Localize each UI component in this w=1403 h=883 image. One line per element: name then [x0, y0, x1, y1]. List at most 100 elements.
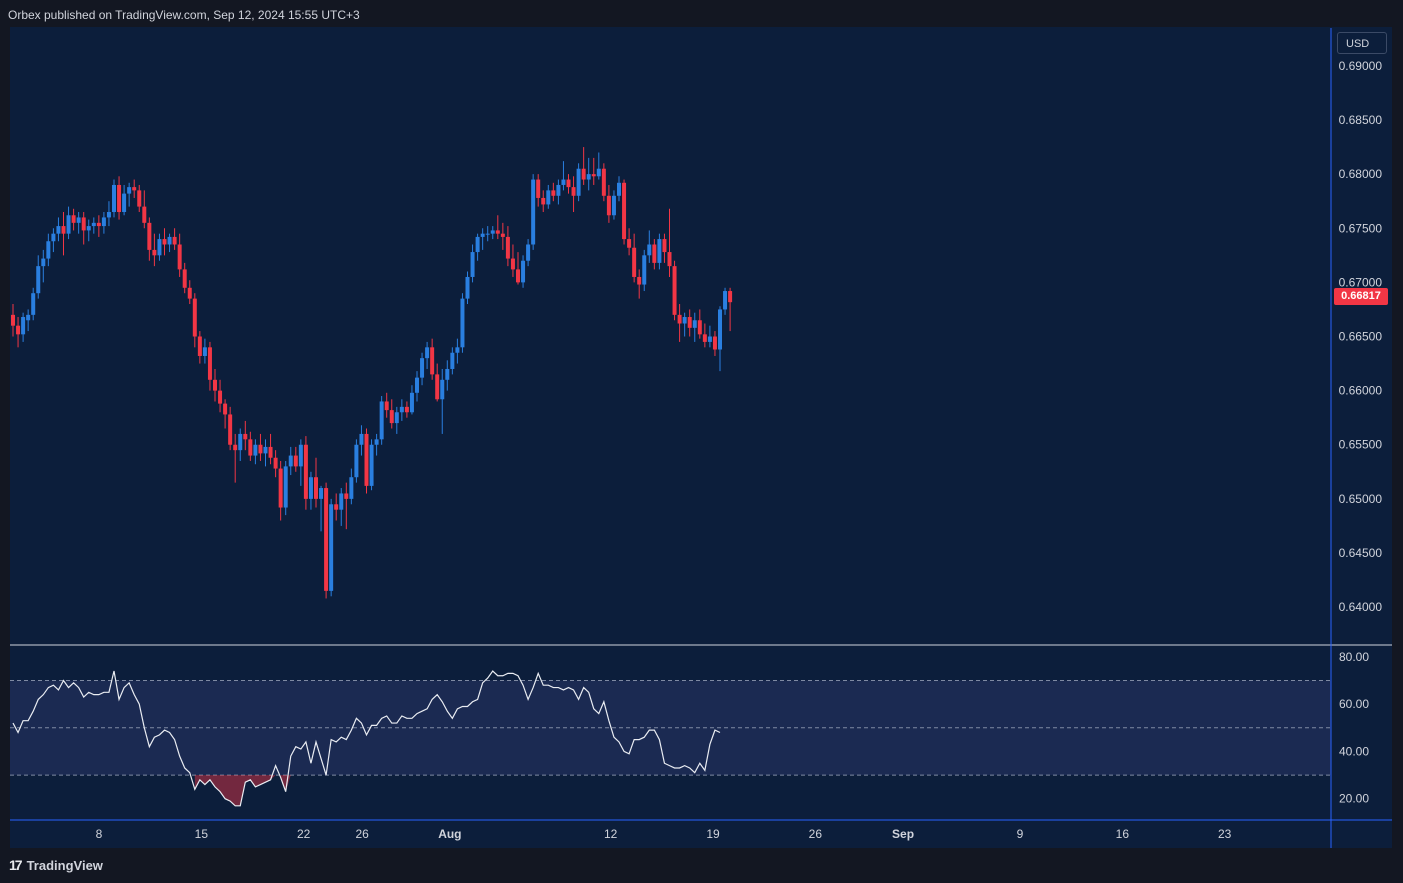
candle-body: [308, 477, 313, 499]
rsi-axis-label: 20.00: [1339, 792, 1369, 806]
candle-body: [470, 252, 475, 277]
candle-body: [667, 252, 672, 267]
candle-body: [71, 215, 76, 223]
candle-body: [712, 336, 717, 350]
time-axis-label: Sep: [892, 827, 914, 841]
candle-body: [606, 195, 611, 216]
candle-body: [243, 433, 248, 440]
candle-body: [526, 244, 531, 261]
candle-body: [172, 236, 177, 245]
candle-body: [16, 325, 21, 335]
candle-body: [303, 444, 308, 499]
candle-body: [314, 477, 318, 499]
candle-body: [536, 179, 541, 198]
candle-body: [298, 444, 303, 467]
candle-body: [591, 174, 596, 177]
candle-body: [450, 352, 455, 369]
candle-body: [435, 374, 440, 400]
candle-body: [611, 195, 616, 216]
time-axis-label: 26: [809, 827, 823, 841]
time-axis-label: 19: [706, 827, 720, 841]
rsi-oversold-fill: [194, 775, 291, 806]
candle-body: [278, 468, 283, 508]
candle-body: [46, 241, 51, 259]
candle-body: [349, 477, 354, 499]
candle-body: [465, 276, 470, 299]
price-axis-label: 0.65000: [1339, 492, 1383, 506]
candle-body: [192, 298, 197, 337]
candle-body: [546, 190, 551, 205]
price-axis-label: 0.69000: [1339, 59, 1383, 73]
rsi-pane: [10, 670, 1331, 807]
candle-body: [682, 317, 687, 324]
candle-body: [319, 488, 324, 499]
candle-body: [586, 174, 591, 180]
candle-body: [26, 314, 31, 321]
candle-body: [394, 412, 399, 424]
price-axis-label: 0.67500: [1339, 221, 1383, 235]
candle-body: [723, 291, 728, 310]
candle-body: [647, 244, 652, 256]
candle-body: [460, 298, 465, 348]
candle-body: [218, 390, 223, 404]
tradingview-brand-text: TradingView: [26, 857, 103, 873]
candle-body: [399, 406, 404, 413]
candle-body: [718, 309, 722, 350]
price-pane: [11, 147, 733, 599]
candle-body: [425, 347, 430, 359]
price-axis-label: 0.68500: [1339, 113, 1383, 127]
candle-body: [61, 226, 66, 234]
candle-body: [41, 258, 46, 267]
candle-body: [329, 504, 334, 591]
candle-body: [617, 182, 621, 196]
candle-body: [51, 233, 56, 242]
rsi-line: [12, 670, 721, 807]
price-axis-label: 0.67000: [1339, 275, 1383, 289]
candle-body: [223, 403, 228, 415]
time-axis-label: 23: [1218, 827, 1232, 841]
candle-body: [379, 401, 384, 440]
candle-body: [11, 314, 15, 326]
candle-body: [692, 320, 697, 328]
time-axis-label: 9: [1017, 827, 1024, 841]
candle-body: [622, 182, 627, 240]
candle-body: [137, 190, 142, 207]
candle-body: [510, 258, 515, 270]
tradingview-logo[interactable]: 17 TradingView: [9, 857, 103, 873]
price-axis-label: 0.65500: [1339, 438, 1383, 452]
time-axis-label: 16: [1116, 827, 1130, 841]
candle-body: [127, 187, 132, 194]
candle-body: [21, 317, 26, 335]
candle-body: [364, 433, 369, 486]
candle-body: [202, 347, 207, 356]
candle-body: [76, 217, 81, 223]
candle-body: [354, 444, 359, 478]
candle-body: [238, 433, 243, 451]
time-axis-label: 15: [195, 827, 209, 841]
candle-body: [117, 184, 122, 213]
candle-body: [480, 233, 485, 237]
candle-body: [162, 239, 167, 245]
candle-body: [263, 446, 268, 454]
axes: 0.69000 0.68500 0.68000 0.67500 0.67000 0.665…: [10, 28, 1392, 848]
candle-body: [652, 244, 657, 263]
currency-selector[interactable]: USD: [1337, 32, 1387, 54]
candle-body: [561, 179, 566, 185]
candle-body: [728, 291, 733, 303]
candle-body: [273, 457, 278, 469]
candle-body: [677, 314, 682, 324]
candle-body: [334, 504, 339, 510]
candle-body: [182, 269, 187, 288]
candle-body: [571, 187, 576, 196]
candle-body: [521, 260, 526, 283]
time-axis-label: Aug: [438, 827, 461, 841]
candle-body: [566, 179, 571, 188]
candle-body: [369, 444, 374, 486]
candle-body: [293, 455, 298, 467]
candle-body: [632, 247, 637, 277]
candle-body: [490, 230, 495, 234]
candle-body: [288, 455, 293, 467]
candle-body: [541, 197, 546, 205]
publisher-info: Orbex published on TradingView.com, Sep …: [8, 8, 360, 22]
